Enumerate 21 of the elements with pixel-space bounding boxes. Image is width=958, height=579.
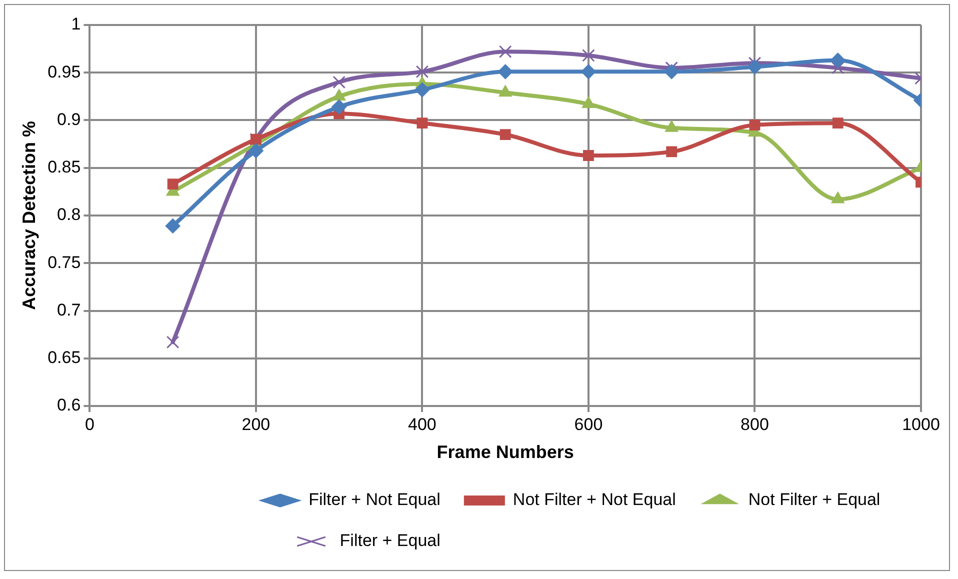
x-tick-label: 1000 — [902, 414, 940, 434]
y-tick-label: 1 — [71, 14, 81, 34]
y-tick-label: 0.85 — [48, 158, 81, 177]
legend-label: Filter + Equal — [340, 531, 440, 550]
y-tick-label: 0.65 — [48, 348, 81, 368]
y-tick-label: 0.6 — [57, 396, 81, 415]
x-tick-label: 200 — [242, 414, 270, 434]
y-tick-label: 0.75 — [48, 252, 81, 272]
legend-label: Not Filter + Not Equal — [512, 490, 676, 510]
legend-label: Not Filter + Equal — [748, 490, 880, 510]
x-tick-label: 0 — [84, 414, 94, 434]
x-tick-label: 400 — [408, 414, 436, 434]
y-tick-label: 0.95 — [48, 62, 81, 82]
y-tick-label: 0.8 — [57, 205, 81, 224]
y-tick-label: 0.9 — [57, 110, 81, 129]
x-tick-label: 600 — [574, 414, 603, 434]
y-tick-label: 0.7 — [57, 300, 81, 320]
x-axis-title: Frame Numbers — [436, 442, 574, 462]
legend-label: Filter + Not Equal — [308, 490, 440, 510]
y-axis-title: Accuracy Detection % — [18, 120, 39, 310]
x-tick-label: 800 — [740, 414, 769, 434]
